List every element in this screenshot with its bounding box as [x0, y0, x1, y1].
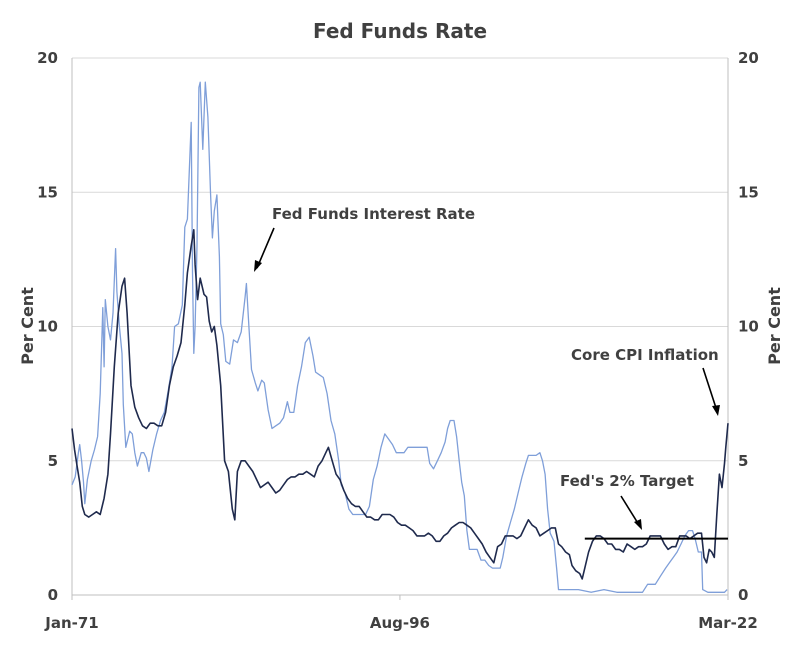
annotation-target-arrowhead [634, 519, 642, 530]
y-tick-left: 20 [37, 49, 58, 67]
annotation-target-label: Fed's 2% Target [560, 472, 694, 490]
y-axis-label-left: Per Cent [18, 287, 37, 365]
series-core-cpi-line [71, 229, 729, 580]
annotation-fed-funds-arrow [256, 227, 275, 269]
y-tick-right: 15 [738, 183, 759, 201]
annotation-target: Fed's 2% Target [560, 472, 694, 530]
right-y-tick-labels: 0 5 10 15 20 [738, 49, 759, 604]
annotation-fed-funds-arrowhead [254, 260, 262, 272]
annotation-core-cpi-label: Core CPI Inflation [571, 346, 719, 364]
gridlines [71, 57, 729, 596]
annotation-core-cpi-arrowhead [712, 405, 720, 416]
x-tick-label: Mar-22 [698, 614, 758, 632]
y-tick-right: 20 [738, 49, 759, 67]
chart-title: Fed Funds Rate [313, 19, 487, 43]
y-tick-right: 10 [738, 318, 759, 336]
y-tick-right: 5 [738, 452, 748, 470]
left-y-tick-labels: 0 5 10 15 20 [37, 49, 58, 604]
annotation-fed-funds: Fed Funds Interest Rate [254, 205, 475, 272]
y-tick-right: 0 [738, 586, 748, 604]
annotation-core-cpi-arrow [702, 367, 718, 412]
annotation-target-arrow [620, 495, 640, 526]
y-axis-label-right: Per Cent [765, 287, 784, 365]
series-fed-funds-line [71, 81, 728, 593]
series-lines [71, 81, 729, 593]
annotation-core-cpi: Core CPI Inflation [571, 346, 720, 416]
y-tick-left: 15 [37, 183, 58, 201]
x-tick-labels: Jan-71 Aug-96 Mar-22 [44, 595, 758, 632]
x-tick-label: Aug-96 [370, 614, 430, 632]
annotation-fed-funds-label: Fed Funds Interest Rate [272, 205, 475, 223]
y-tick-left: 5 [48, 452, 58, 470]
y-tick-left: 10 [37, 318, 58, 336]
y-tick-left: 0 [48, 586, 58, 604]
x-tick-label: Jan-71 [44, 614, 98, 632]
